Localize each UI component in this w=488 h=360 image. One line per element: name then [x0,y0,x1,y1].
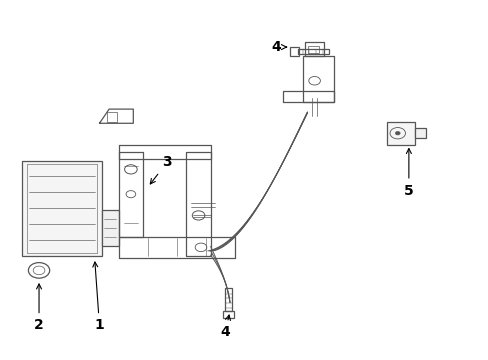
Bar [22,161,102,256]
Bar [102,210,119,246]
Bar [224,288,231,311]
Circle shape [394,131,399,135]
Bar [386,122,414,145]
Bar [223,311,234,318]
Text: 1: 1 [93,262,104,332]
Bar [297,49,328,54]
Text: 4: 4 [270,40,286,54]
Bar [308,46,318,54]
Bar [106,112,117,122]
Text: 3: 3 [150,155,172,184]
Text: 5: 5 [403,149,413,198]
Bar [414,127,425,138]
Text: 4: 4 [220,315,230,339]
Text: 2: 2 [34,284,44,332]
Bar [290,48,299,56]
